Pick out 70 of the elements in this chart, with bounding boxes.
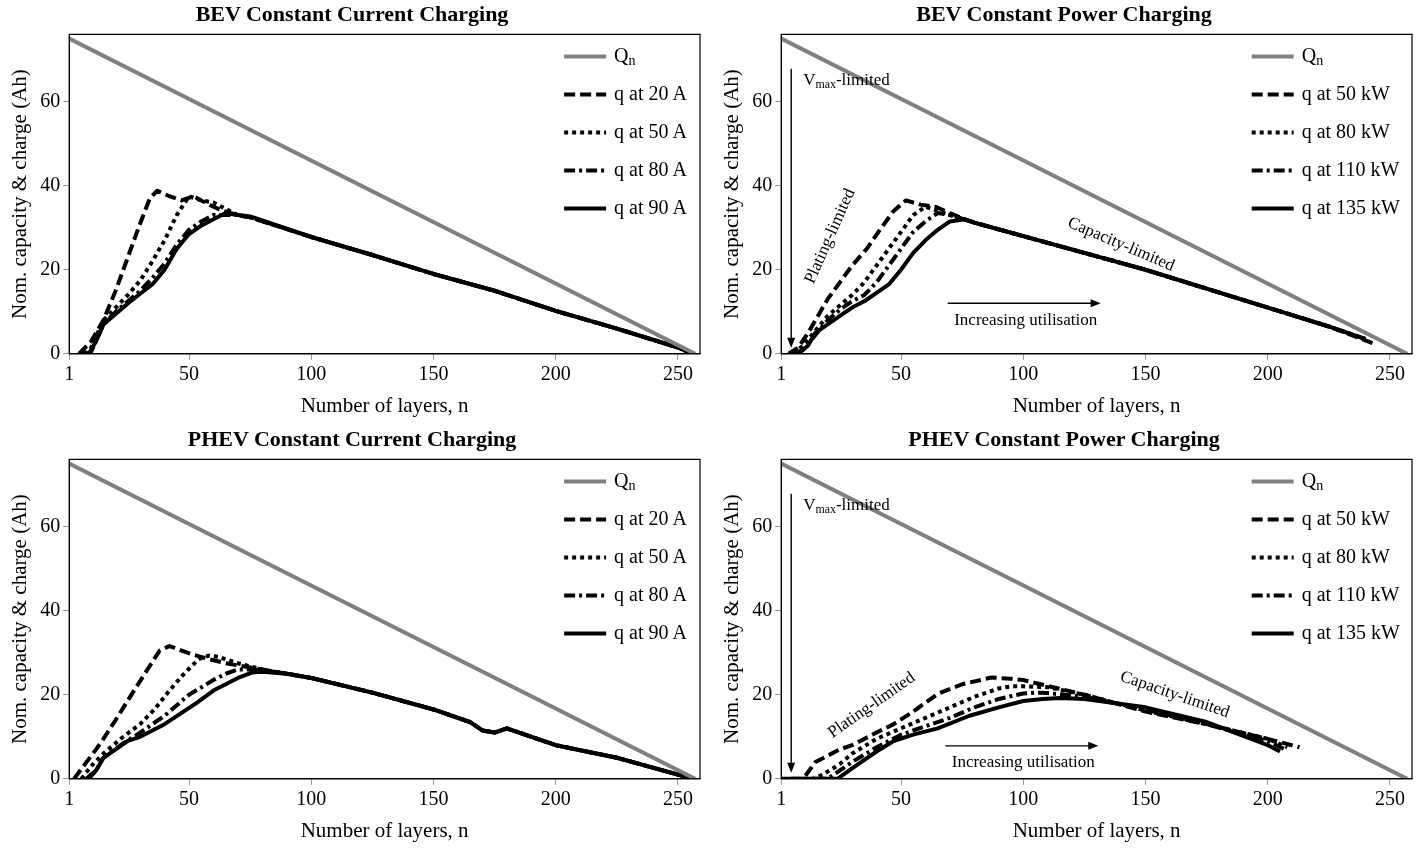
y-axis-title: Nom. capacity & charge (Ah) bbox=[7, 69, 32, 319]
x-tick-label: 100 bbox=[1008, 362, 1039, 385]
x-tick-label: 100 bbox=[296, 362, 327, 385]
legend-label: q at 50 kW bbox=[1301, 81, 1391, 105]
x-tick-label: 1 bbox=[64, 362, 75, 385]
legend-label: q at 135 kW bbox=[1301, 195, 1401, 219]
x-tick-label: 50 bbox=[179, 787, 199, 810]
y-tick-label: 20 bbox=[752, 682, 773, 704]
x-tick-label: 100 bbox=[1008, 787, 1039, 810]
y-tick-label: 0 bbox=[762, 766, 773, 789]
legend-label: q at 50 kW bbox=[1301, 506, 1391, 530]
legend-label: q at 90 A bbox=[614, 195, 688, 219]
y-tick-label: 20 bbox=[752, 257, 773, 279]
x-axis-title: Number of layers, n bbox=[1012, 817, 1182, 842]
x-tick-label: 200 bbox=[540, 362, 571, 385]
legend-label: q at 80 kW bbox=[1301, 119, 1391, 143]
x-tick-label: 250 bbox=[1375, 787, 1405, 810]
y-tick-label: 40 bbox=[752, 172, 773, 195]
y-tick-label: 20 bbox=[40, 682, 61, 704]
x-tick-label: 150 bbox=[1130, 787, 1161, 810]
x-tick-label: 1 bbox=[64, 787, 75, 810]
x-tick-label: 200 bbox=[540, 787, 571, 810]
x-tick-label: 1 bbox=[776, 362, 787, 385]
annotation: Increasing utilisation bbox=[951, 752, 1096, 772]
x-tick-label: 150 bbox=[418, 787, 449, 810]
legend-label: q at 20 A bbox=[614, 506, 688, 530]
legend-label: q at 90 A bbox=[614, 620, 688, 644]
chart-title: BEV Constant Power Charging bbox=[916, 0, 1212, 26]
y-axis-title: Nom. capacity & charge (Ah) bbox=[7, 494, 32, 744]
legend-label: q at 110 kW bbox=[1301, 582, 1400, 606]
x-tick-label: 150 bbox=[1130, 362, 1161, 385]
x-tick-label: 200 bbox=[1252, 787, 1283, 810]
legend-label: q at 50 A bbox=[614, 119, 688, 143]
x-tick-label: 100 bbox=[296, 787, 327, 810]
x-tick-label: 250 bbox=[663, 362, 693, 385]
y-tick-label: 20 bbox=[40, 257, 61, 279]
y-tick-label: 40 bbox=[40, 172, 61, 195]
x-tick-label: 1 bbox=[776, 787, 787, 810]
x-tick-label: 200 bbox=[1252, 362, 1283, 385]
x-axis-title: Number of layers, n bbox=[1012, 392, 1182, 417]
x-tick-label: 50 bbox=[179, 362, 199, 385]
y-tick-label: 60 bbox=[752, 513, 773, 536]
chart-title: BEV Constant Current Charging bbox=[195, 0, 509, 26]
legend-label: q at 80 A bbox=[614, 582, 688, 606]
y-tick-label: 60 bbox=[752, 88, 773, 111]
y-axis-title: Nom. capacity & charge (Ah) bbox=[719, 494, 744, 744]
legend-label: q at 110 kW bbox=[1301, 157, 1400, 181]
legend-label: q at 80 kW bbox=[1301, 544, 1391, 568]
x-tick-label: 250 bbox=[663, 787, 693, 810]
chart-title: PHEV Constant Power Charging bbox=[908, 425, 1220, 451]
x-tick-label: 50 bbox=[891, 787, 911, 810]
y-tick-label: 60 bbox=[40, 513, 61, 536]
legend-label: q at 50 A bbox=[614, 544, 688, 568]
legend-label: q at 20 A bbox=[614, 81, 688, 105]
legend-label: q at 80 A bbox=[614, 157, 688, 181]
y-tick-label: 40 bbox=[752, 597, 773, 620]
chart-title: PHEV Constant Current Charging bbox=[187, 425, 517, 451]
legend-label: q at 135 kW bbox=[1301, 620, 1401, 644]
x-axis-title: Number of layers, n bbox=[300, 392, 470, 417]
y-axis-title: Nom. capacity & charge (Ah) bbox=[719, 69, 744, 319]
y-tick-label: 0 bbox=[50, 341, 61, 364]
y-tick-label: 40 bbox=[40, 597, 61, 620]
x-tick-label: 150 bbox=[418, 362, 449, 385]
x-tick-label: 250 bbox=[1375, 362, 1405, 385]
y-tick-label: 60 bbox=[40, 88, 61, 111]
x-tick-label: 50 bbox=[891, 362, 911, 385]
annotation: Increasing utilisation bbox=[954, 309, 1098, 329]
y-tick-label: 0 bbox=[50, 766, 61, 789]
y-tick-label: 0 bbox=[762, 341, 773, 364]
x-axis-title: Number of layers, n bbox=[300, 817, 470, 842]
